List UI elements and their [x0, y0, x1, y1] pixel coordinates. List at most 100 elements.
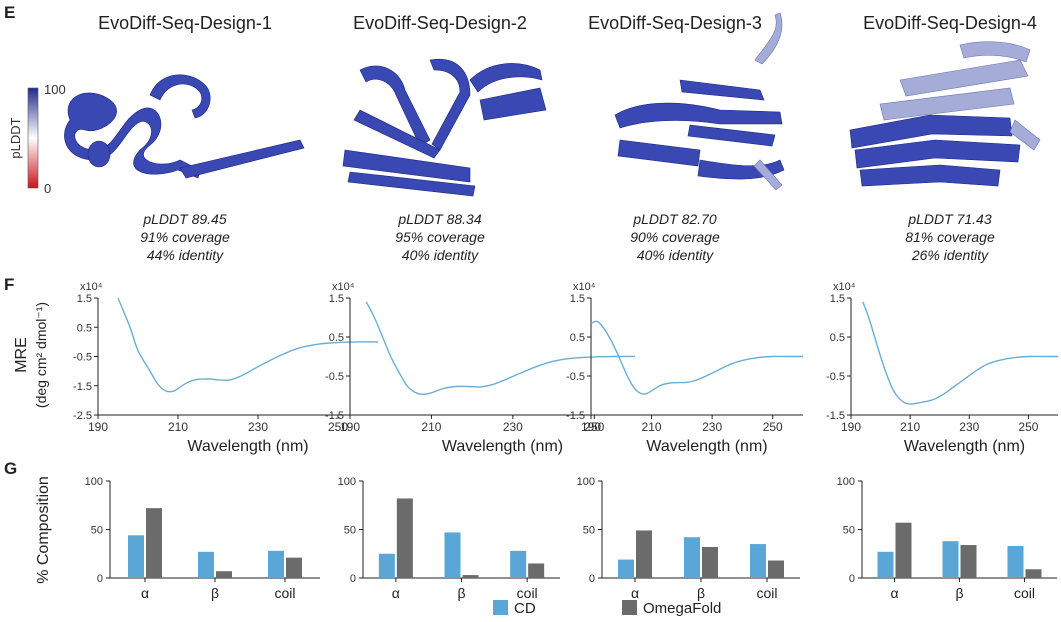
cd-ytick-label: 1.5	[830, 293, 845, 305]
design-coverage: 95% coverage	[395, 229, 485, 245]
bar-omegafold	[1025, 569, 1042, 578]
cd-xlabel: Wavelength (nm)	[187, 438, 308, 455]
cd-multiplier: x10⁴	[332, 281, 355, 293]
bar-cd	[942, 541, 959, 578]
bar-cd	[684, 537, 700, 578]
cd-ytick-label: 0.5	[570, 332, 585, 344]
colorbar-max: 100	[44, 82, 66, 97]
cd-ytick-label: 1.5	[77, 293, 92, 305]
bar-category-label: β	[955, 585, 963, 601]
cd-spectrum-line	[365, 301, 636, 396]
bar-ytick-label: 0	[589, 573, 595, 585]
bar-ytick-label: 100	[837, 476, 855, 488]
cd-ytick-label: 0.5	[830, 332, 845, 344]
bar-ytick-label: 0	[849, 573, 855, 585]
cd-ytick-label: -1.5	[325, 410, 344, 422]
protein-structure-2	[342, 58, 547, 197]
design-title: EvoDiff-Seq-Design-4	[863, 13, 1037, 33]
cd-xtick-label: 190	[340, 420, 360, 434]
bar-omegafold	[895, 522, 912, 578]
design-title: EvoDiff-Seq-Design-2	[353, 13, 527, 33]
cd-xtick-label: 230	[959, 420, 979, 434]
composition-ylabel: % Composition	[35, 476, 52, 584]
cd-xtick-label: 210	[168, 420, 188, 434]
design-plddt: pLDDT 89.45	[142, 211, 226, 227]
cd-xtick-label: 250	[328, 420, 348, 434]
bar-ytick-label: 100	[338, 476, 356, 488]
bar-cd	[378, 553, 395, 578]
bar-ytick-label: 0	[97, 573, 103, 585]
cd-xtick-label: 210	[900, 420, 920, 434]
bar-category-label: α	[631, 585, 639, 601]
cd-ytick-label: -1.5	[826, 410, 845, 422]
cd-xlabel: Wavelength (nm)	[442, 438, 563, 455]
cd-xtick-label: 250	[584, 420, 604, 434]
colorbar-min: 0	[44, 181, 51, 196]
bar-category-label: α	[141, 585, 149, 601]
composition-plot-4: 0 50 100 α β coil	[837, 476, 1057, 601]
panel-label-e: E	[4, 3, 15, 22]
bar-category-label: coil	[756, 585, 777, 601]
bar-category-label: coil	[274, 585, 295, 601]
bar-cd	[877, 551, 894, 578]
bar-ytick-label: 50	[344, 525, 356, 537]
colorbar-gradient	[27, 87, 39, 189]
design-plddt: pLDDT 82.70	[632, 211, 716, 227]
cd-ylabel: MRE (deg cm² dmol⁻¹)	[13, 302, 49, 408]
cd-ytick-label: -0.5	[826, 371, 845, 383]
panel-label-f: F	[4, 275, 14, 294]
bar-cd	[618, 559, 634, 578]
cd-spectrum-line	[862, 301, 1058, 405]
design-coverage: 90% coverage	[630, 229, 720, 245]
cd-spectrum-line	[117, 297, 379, 393]
colorbar-label: pLDDT	[8, 117, 23, 158]
cd-ylabel-line2: (deg cm² dmol⁻¹)	[33, 302, 49, 408]
design-plddt: pLDDT 88.34	[397, 211, 481, 227]
cd-multiplier: x10⁴	[80, 281, 103, 293]
bar-category-label: coil	[517, 585, 538, 601]
bar-category-label: β	[697, 585, 705, 601]
cd-xtick-label: 230	[503, 420, 523, 434]
cd-ytick-label: -0.5	[566, 371, 585, 383]
legend-omegafold-swatch	[622, 600, 637, 615]
composition-plot-1: 0 50 100 α β coil	[85, 476, 320, 601]
protein-structure-1	[64, 74, 305, 179]
protein-structure-3	[614, 12, 785, 191]
plddt-colorbar: 100 0 pLDDT	[8, 82, 66, 196]
legend-cd-label: CD	[514, 600, 536, 617]
protein-structure-4	[849, 41, 1041, 187]
panel-label-g: G	[4, 459, 17, 478]
bar-omegafold	[286, 557, 302, 578]
bar-omegafold	[768, 560, 784, 578]
composition-plot-2: 0 50 100 α β coil	[338, 476, 560, 601]
cd-ytick-label: -0.5	[325, 371, 344, 383]
cd-ytick-label: -0.5	[73, 352, 92, 364]
cd-xtick-label: 210	[642, 420, 662, 434]
legend: CD OmegaFold	[493, 600, 721, 617]
cd-xtick-label: 210	[421, 420, 441, 434]
cd-xtick-label: 250	[1018, 420, 1038, 434]
cd-ytick-label: -1.5	[73, 381, 92, 393]
bar-ytick-label: 50	[843, 525, 855, 537]
bar-ytick-label: 100	[577, 476, 595, 488]
bar-category-label: α	[890, 585, 898, 601]
cd-ytick-label: -1.5	[566, 410, 585, 422]
cd-xtick-label: 250	[763, 420, 783, 434]
cd-ytick-label: -2.5	[73, 410, 92, 422]
cd-xtick-label: 230	[248, 420, 268, 434]
cd-xtick-label: 190	[841, 420, 861, 434]
bar-category-label: β	[457, 585, 465, 601]
bar-category-label: coil	[1014, 585, 1035, 601]
design-title: EvoDiff-Seq-Design-1	[98, 13, 272, 33]
bar-omegafold	[396, 498, 413, 578]
bar-omegafold	[636, 530, 652, 578]
bar-ytick-label: 50	[91, 525, 103, 537]
bar-cd	[128, 535, 144, 578]
bar-ytick-label: 0	[350, 573, 356, 585]
bar-omegafold	[146, 508, 162, 578]
cd-xtick-label: 190	[581, 420, 601, 434]
